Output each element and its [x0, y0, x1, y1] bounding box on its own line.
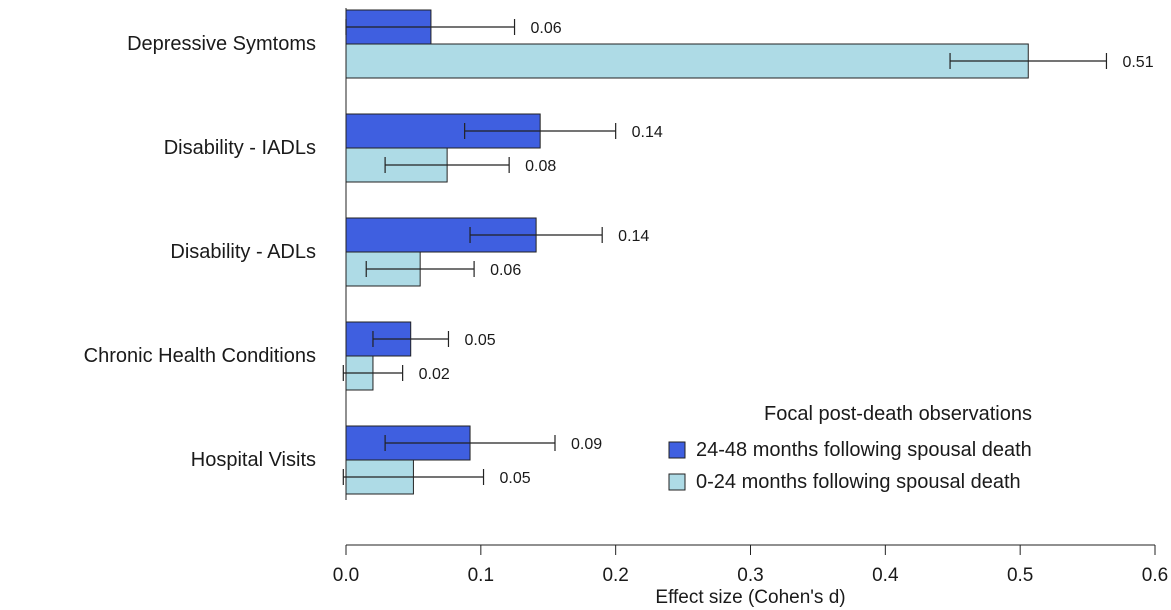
value-label-s0-c2: 0.14 [618, 228, 649, 245]
category-label-0: Depressive Symtoms [127, 33, 316, 55]
value-label-s0-c4: 0.09 [571, 436, 602, 453]
value-label-s0-c3: 0.05 [464, 332, 495, 349]
x-tick-label-1: 0.1 [468, 565, 494, 586]
bar-s1-c0 [345, 43, 1029, 79]
category-label-4: Hospital Visits [191, 449, 316, 471]
value-label-s1-c1: 0.08 [525, 158, 556, 175]
legend-swatch-1 [668, 473, 686, 491]
category-label-1: Disability - IADLs [164, 137, 316, 159]
x-tick-label-0: 0.0 [333, 565, 359, 586]
legend-label-1: 0-24 months following spousal death [696, 471, 1021, 493]
x-tick-label-2: 0.2 [602, 565, 628, 586]
value-label-s0-c1: 0.14 [632, 124, 663, 141]
value-label-s0-c0: 0.06 [531, 20, 562, 37]
legend-title: Focal post-death observations [764, 403, 1032, 425]
legend-label-0: 24-48 months following spousal death [696, 439, 1032, 461]
legend-swatch-0 [668, 441, 686, 459]
value-label-s1-c2: 0.06 [490, 262, 521, 279]
category-label-2: Disability - ADLs [170, 241, 316, 263]
value-label-s1-c4: 0.05 [500, 470, 531, 487]
category-label-3: Chronic Health Conditions [84, 345, 316, 367]
x-tick-label-6: 0.6 [1142, 565, 1168, 586]
x-tick-label-5: 0.5 [1007, 565, 1033, 586]
x-tick-label-3: 0.3 [737, 565, 763, 586]
x-tick-label-4: 0.4 [872, 565, 899, 586]
value-label-s1-c0: 0.51 [1122, 54, 1153, 71]
x-axis-title: Effect size (Cohen's d) [655, 587, 845, 608]
value-label-s1-c3: 0.02 [419, 366, 450, 383]
